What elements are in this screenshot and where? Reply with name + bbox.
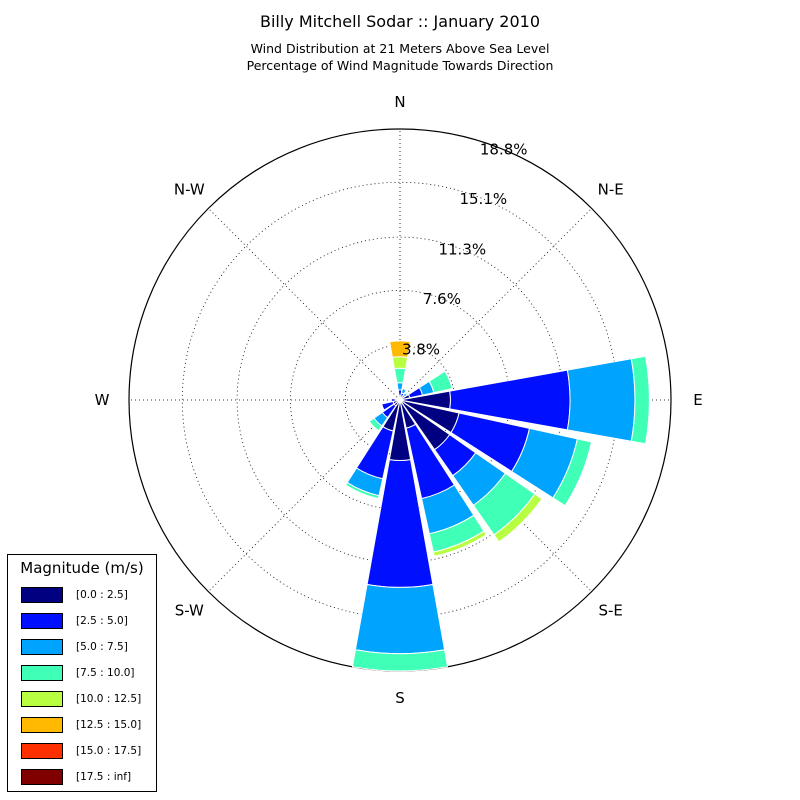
direction-label: E <box>693 391 702 409</box>
direction-label: W <box>95 391 110 409</box>
legend-swatch <box>21 691 63 707</box>
grid-spoke <box>208 208 401 401</box>
legend-title: Magnitude (m/s) <box>20 559 144 577</box>
legend-swatch <box>21 587 63 603</box>
radial-tick-label: 3.8% <box>402 340 440 358</box>
legend-label: [0.0 : 2.5] <box>76 589 128 601</box>
legend-label: [15.0 : 17.5] <box>76 745 142 757</box>
legend-label: [17.5 : inf] <box>76 771 132 783</box>
radial-tick-label: 11.3% <box>438 241 486 259</box>
legend-label: [12.5 : 15.0] <box>76 719 142 731</box>
legend-swatch <box>21 613 63 629</box>
windrose-bar-segment <box>432 530 487 557</box>
chart-subtitle-line2: Percentage of Wind Magnitude Towards Dir… <box>246 58 554 73</box>
direction-label: S-W <box>175 602 204 620</box>
radial-tick-label: 7.6% <box>423 290 461 308</box>
direction-label: N-W <box>174 180 205 198</box>
windrose-bar-segment <box>630 355 650 445</box>
windrose-bar-segment <box>393 367 407 384</box>
windrose-bar-segment <box>397 396 401 401</box>
windrose-bar-segment <box>381 400 395 411</box>
radial-tick-label: 18.8% <box>480 141 528 159</box>
windrose-bar-segment <box>566 358 636 442</box>
windrose-bars <box>344 340 650 672</box>
direction-label: N-E <box>598 180 624 198</box>
direction-label: S <box>395 689 405 707</box>
legend-swatch <box>21 639 63 655</box>
legend-label: [5.0 : 7.5] <box>76 641 128 653</box>
chart-subtitle-line1: Wind Distribution at 21 Meters Above Sea… <box>250 41 550 56</box>
legend-label: [7.5 : 10.0] <box>76 667 135 679</box>
windrose-bar-segment <box>344 481 380 500</box>
windrose-bar-segment <box>428 370 453 394</box>
windrose-bar-segment <box>351 649 449 672</box>
windrose-bar-segment <box>389 340 411 358</box>
legend-swatch <box>21 769 63 785</box>
direction-label: N <box>394 93 405 111</box>
axis-labels: N N-E E S-E S S-W W N-W 3.8% 7.6% 11.3% 15.1% 18.8% <box>95 93 703 707</box>
windrose-bar-segment <box>493 493 543 543</box>
windrose-bar-segment <box>390 397 397 403</box>
legend-swatch <box>21 743 63 759</box>
legend-swatch <box>21 717 63 733</box>
radial-tick-label: 15.1% <box>459 190 507 208</box>
windrose-bar-segment <box>391 356 409 370</box>
legend-swatch <box>21 665 63 681</box>
windrose-bar-segment <box>400 388 407 395</box>
legend-label: [10.0 : 12.5] <box>76 693 142 705</box>
chart-title: Billy Mitchell Sodar :: January 2010 <box>259 12 541 31</box>
legend-label: [2.5 : 5.0] <box>76 615 128 627</box>
windrose-bar-segment <box>368 417 383 432</box>
legend: Magnitude (m/s) [0.0 : 2.5] [2.5 : 5.0] [5… <box>7 554 157 792</box>
windrose-bar-segment <box>354 583 446 655</box>
direction-label: S-E <box>598 602 622 620</box>
windrose-bar-segment <box>552 438 593 507</box>
